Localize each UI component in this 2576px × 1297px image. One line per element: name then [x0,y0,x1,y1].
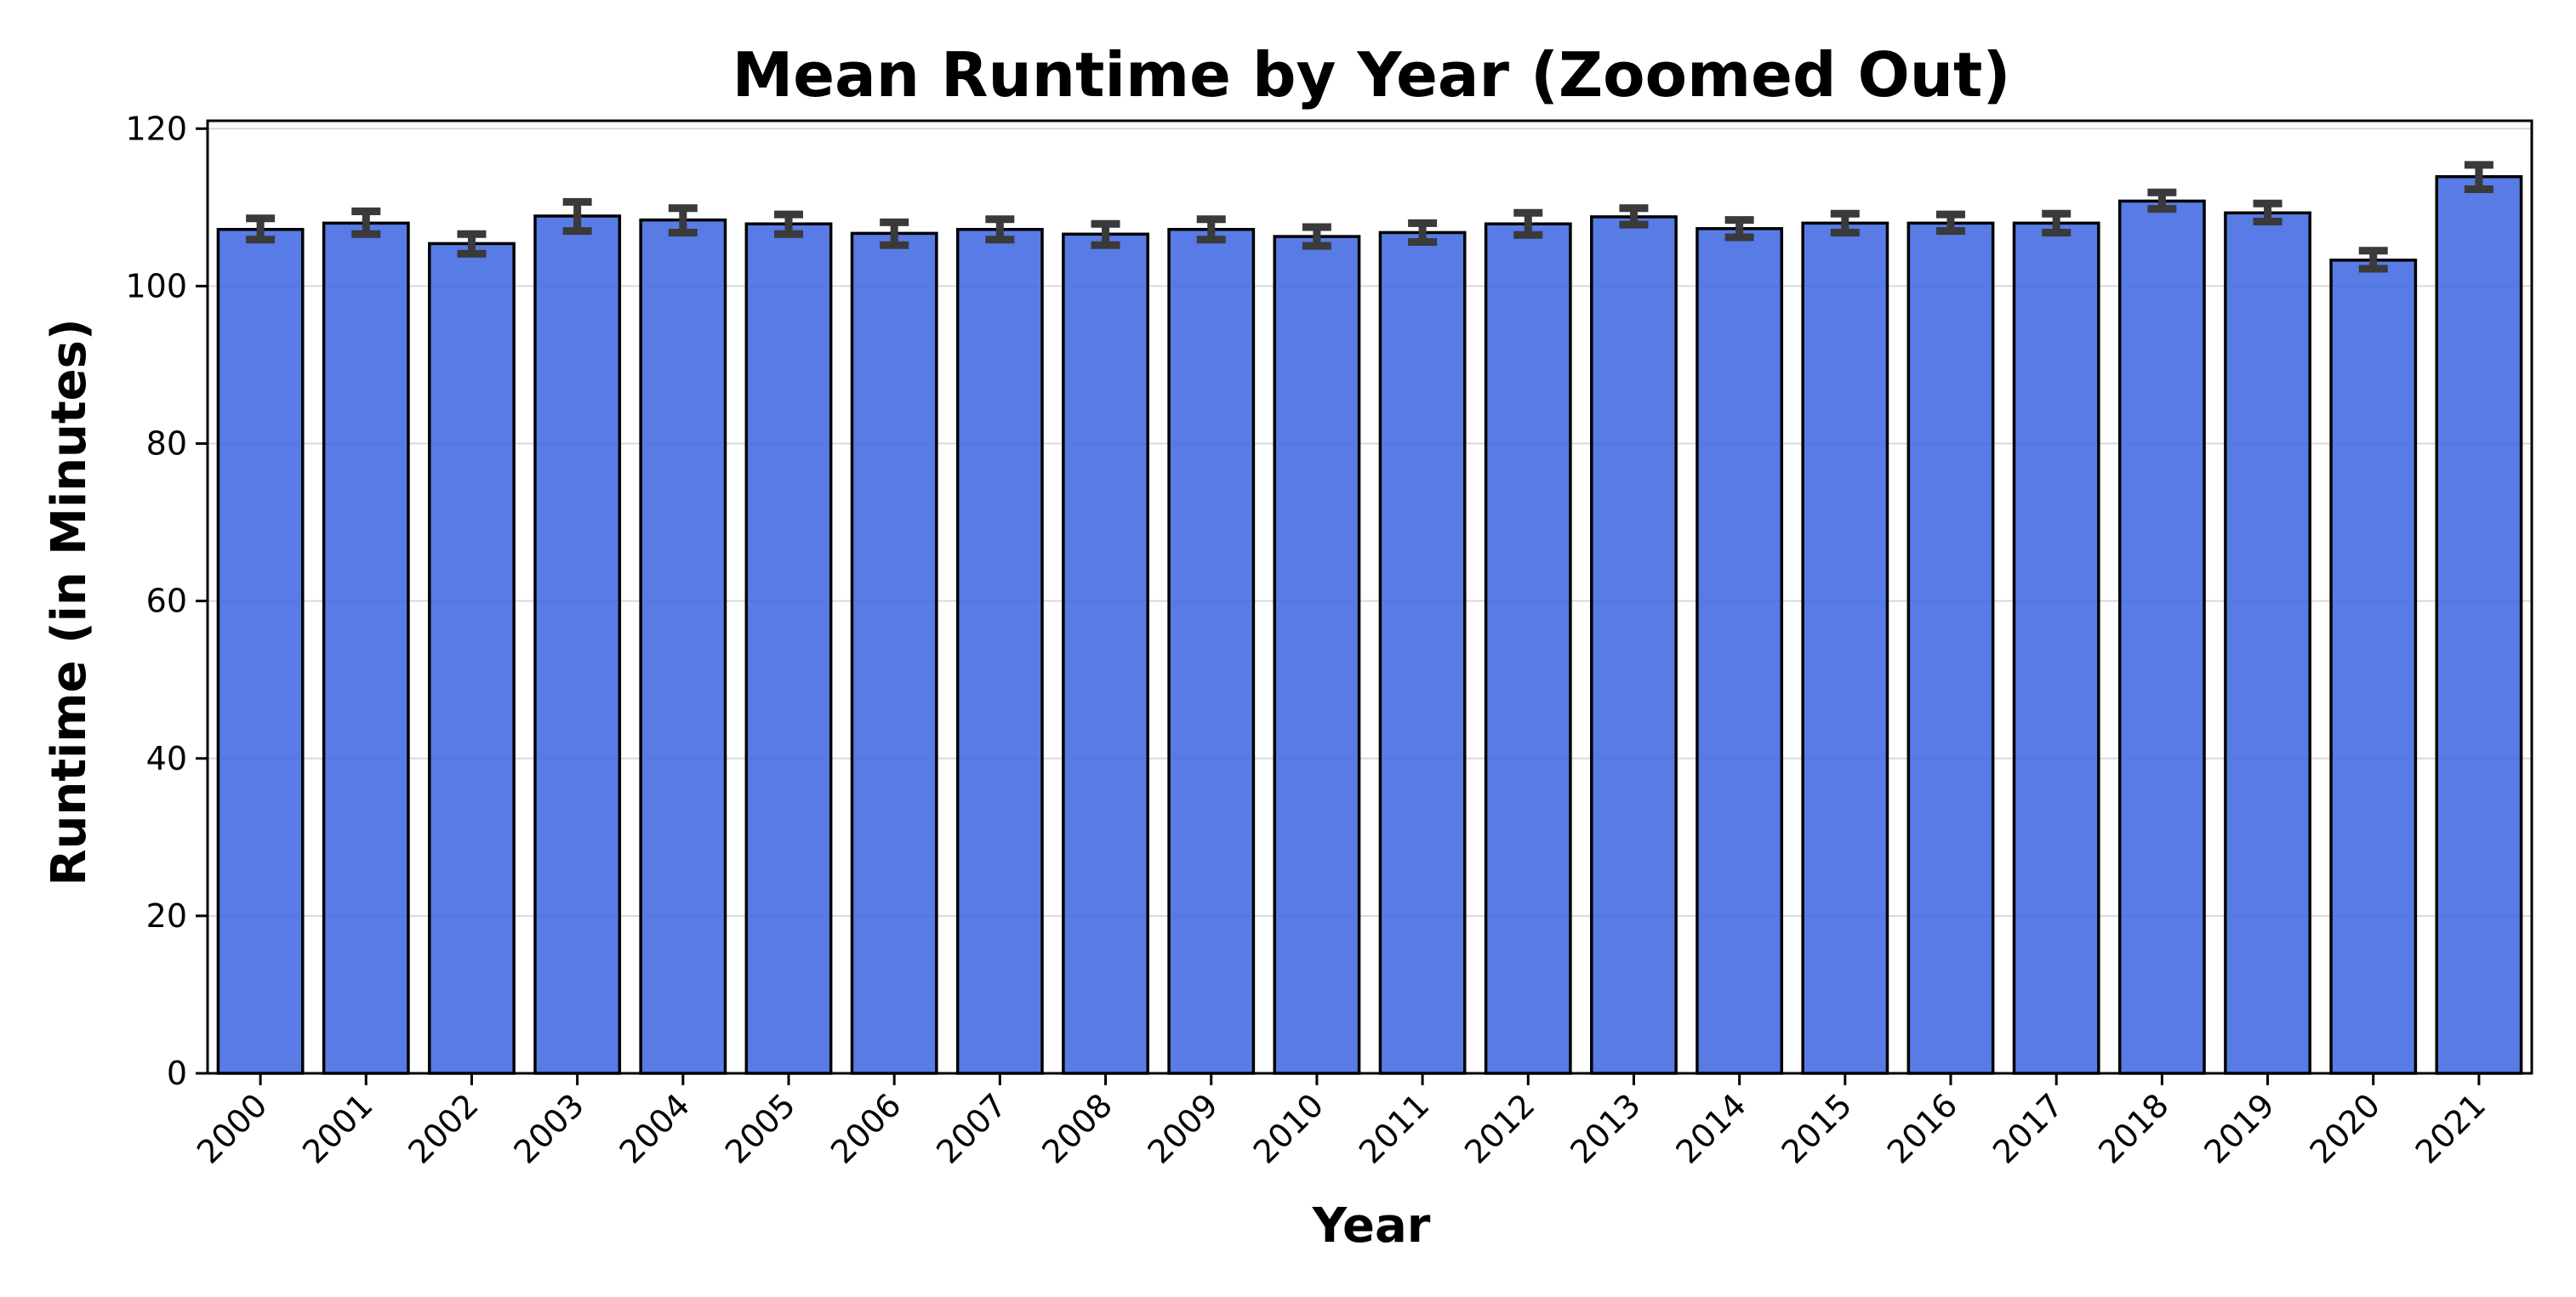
bar-2018 [2117,199,2206,1075]
error-bar-2006 [880,218,909,249]
error-bar-2012 [1513,208,1543,239]
bar-2013 [1590,215,1678,1075]
error-bar-2010 [1302,223,1331,250]
x-axis-label: Year [1312,1198,1431,1254]
y-tick-label-100: 100 [125,267,187,304]
error-bar-2013 [1619,204,1649,229]
error-bar-2020 [2358,247,2388,273]
bar-2009 [1167,227,1256,1075]
bar-2003 [533,214,622,1075]
error-bar-2016 [1936,210,1965,236]
error-bar-2015 [1830,209,1860,236]
bar-2016 [1906,221,1995,1075]
error-bar-2011 [1408,219,1438,247]
bar-2005 [744,222,833,1075]
bar-2014 [1695,227,1784,1075]
bar-2007 [955,227,1044,1075]
plot-frame [206,119,2533,1075]
error-bar-2005 [774,210,803,238]
y-axis-ticks: 0 20 40 60 80 100 120 [125,110,208,1092]
error-bar-2003 [562,197,592,236]
error-bar-2001 [351,207,381,238]
bar-2019 [2224,211,2311,1075]
chart-title: Mean Runtime by Year (Zoomed Out) [732,39,2011,111]
bar-2002 [428,242,516,1075]
y-tick-label-0: 0 [167,1055,187,1092]
bar-2020 [2329,259,2418,1075]
error-bar-2009 [1196,215,1226,244]
y-tick-label-60: 60 [146,583,187,620]
bar-2000 [216,227,305,1075]
bar-2021 [2435,174,2523,1075]
error-bar-2017 [2042,209,2072,236]
error-bar-2008 [1091,219,1120,249]
error-bar-2019 [2253,199,2282,225]
error-bar-2002 [457,230,487,258]
bar-2015 [1801,221,1889,1075]
error-bar-2000 [246,214,276,244]
error-bars-layer [246,161,2493,273]
bar-2010 [1273,235,1361,1075]
bar-2001 [322,221,410,1075]
bar-2006 [850,231,938,1075]
error-bar-2007 [985,215,1015,244]
error-bar-2021 [2464,161,2493,194]
y-tick-label-120: 120 [125,110,187,147]
error-bar-2004 [668,204,698,236]
y-tick-label-80: 80 [146,425,187,463]
y-tick-label-40: 40 [146,740,187,777]
y-tick-label-20: 20 [146,897,187,935]
bar-2017 [2012,221,2100,1075]
bar-2011 [1378,230,1467,1075]
bar-2004 [639,218,727,1075]
bar-2012 [1484,222,1572,1075]
y-axis-label: Runtime (in Minutes) [42,318,97,885]
bar-2008 [1062,232,1149,1075]
error-bar-2018 [2147,188,2177,213]
error-bar-2014 [1724,216,1754,242]
